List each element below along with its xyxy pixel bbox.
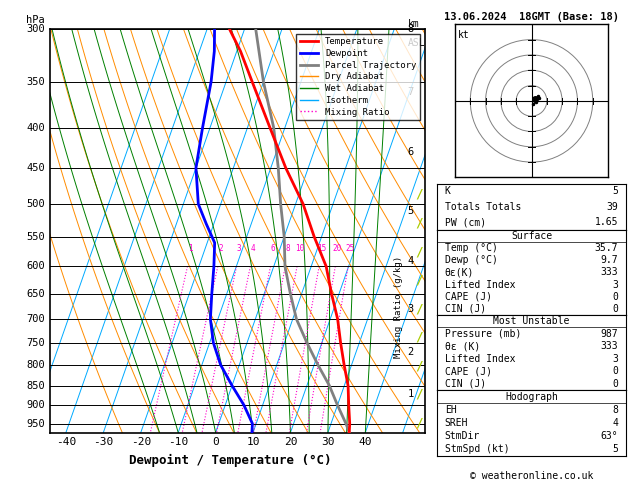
Text: /: / [416, 274, 423, 287]
Text: /: / [416, 388, 423, 401]
Text: 850: 850 [26, 381, 45, 391]
Text: CIN (J): CIN (J) [445, 379, 486, 389]
Text: 3: 3 [613, 354, 618, 364]
Text: /: / [416, 245, 423, 258]
Text: Lifted Index: Lifted Index [445, 279, 515, 290]
Text: 2: 2 [218, 244, 223, 253]
Text: 550: 550 [26, 232, 45, 242]
Text: Lifted Index: Lifted Index [445, 354, 515, 364]
Text: -20: -20 [131, 436, 151, 447]
Text: 4: 4 [613, 418, 618, 428]
Text: StmSpd (kt): StmSpd (kt) [445, 444, 509, 454]
Text: 6: 6 [270, 244, 275, 253]
Text: 0: 0 [613, 366, 618, 377]
Text: Totals Totals: Totals Totals [445, 202, 521, 212]
Text: SREH: SREH [445, 418, 468, 428]
Text: 700: 700 [26, 314, 45, 324]
Text: 3: 3 [408, 304, 414, 314]
Text: 5: 5 [408, 206, 414, 216]
Text: 63°: 63° [601, 431, 618, 441]
Text: 7: 7 [408, 87, 414, 97]
Text: 15: 15 [316, 244, 326, 253]
Text: 0: 0 [613, 292, 618, 302]
Text: Mixing Ratio (g/kg): Mixing Ratio (g/kg) [394, 256, 403, 358]
Text: 1: 1 [408, 388, 414, 399]
Text: 13.06.2024  18GMT (Base: 18): 13.06.2024 18GMT (Base: 18) [444, 12, 619, 22]
Text: /: / [416, 216, 423, 229]
Text: θε (K): θε (K) [445, 341, 480, 351]
Text: 400: 400 [26, 122, 45, 133]
Text: © weatheronline.co.uk: © weatheronline.co.uk [470, 471, 593, 481]
Text: StmDir: StmDir [445, 431, 480, 441]
Text: -30: -30 [93, 436, 113, 447]
Text: 0: 0 [613, 304, 618, 314]
Text: CAPE (J): CAPE (J) [445, 366, 492, 377]
Text: /: / [416, 302, 423, 315]
Text: -40: -40 [56, 436, 76, 447]
Text: CIN (J): CIN (J) [445, 304, 486, 314]
Text: PW (cm): PW (cm) [445, 217, 486, 227]
Text: 300: 300 [26, 24, 45, 34]
Text: 4: 4 [408, 256, 414, 266]
Text: 4: 4 [250, 244, 255, 253]
Text: 800: 800 [26, 360, 45, 370]
Text: 8: 8 [408, 24, 414, 34]
Text: Dewpoint / Temperature (°C): Dewpoint / Temperature (°C) [129, 454, 331, 467]
Text: 35.7: 35.7 [595, 243, 618, 253]
Text: -10: -10 [168, 436, 188, 447]
Text: 2: 2 [408, 347, 414, 357]
Text: 333: 333 [601, 267, 618, 278]
Text: Temp (°C): Temp (°C) [445, 243, 498, 253]
Text: 0: 0 [212, 436, 219, 447]
Text: 20: 20 [284, 436, 298, 447]
Text: 6: 6 [408, 147, 414, 157]
Text: 10: 10 [247, 436, 260, 447]
Text: kt: kt [458, 31, 470, 40]
Text: 1: 1 [188, 244, 192, 253]
Text: 30: 30 [321, 436, 335, 447]
Text: 1.65: 1.65 [595, 217, 618, 227]
Text: 350: 350 [26, 77, 45, 87]
Text: 5: 5 [613, 187, 618, 196]
Text: 25: 25 [345, 244, 355, 253]
Text: 987: 987 [601, 329, 618, 339]
Text: Most Unstable: Most Unstable [493, 316, 570, 326]
Text: 3: 3 [613, 279, 618, 290]
Text: 5: 5 [613, 444, 618, 454]
Text: km: km [408, 19, 420, 29]
Text: /: / [416, 417, 423, 429]
Text: 39: 39 [606, 202, 618, 212]
Text: Hodograph: Hodograph [505, 392, 558, 402]
Text: 333: 333 [601, 341, 618, 351]
Text: CAPE (J): CAPE (J) [445, 292, 492, 302]
Text: 3: 3 [237, 244, 242, 253]
Text: 500: 500 [26, 199, 45, 209]
Text: 8: 8 [613, 405, 618, 415]
Text: K: K [445, 187, 450, 196]
Text: 30°08'N  31°24'E  188m ASL: 30°08'N 31°24'E 188m ASL [45, 0, 230, 2]
Text: 650: 650 [26, 289, 45, 299]
Legend: Temperature, Dewpoint, Parcel Trajectory, Dry Adiabat, Wet Adiabat, Isotherm, Mi: Temperature, Dewpoint, Parcel Trajectory… [296, 34, 420, 120]
Text: 900: 900 [26, 400, 45, 410]
Text: 9.7: 9.7 [601, 255, 618, 265]
Text: ASL: ASL [408, 37, 425, 48]
Text: EH: EH [445, 405, 457, 415]
Text: Surface: Surface [511, 231, 552, 241]
Text: 10: 10 [294, 244, 304, 253]
Text: 40: 40 [359, 436, 372, 447]
Text: /: / [416, 359, 423, 372]
Text: θε(K): θε(K) [445, 267, 474, 278]
Text: 750: 750 [26, 338, 45, 348]
Text: 8: 8 [285, 244, 290, 253]
Text: 600: 600 [26, 261, 45, 271]
Text: 450: 450 [26, 163, 45, 173]
Text: 0: 0 [613, 379, 618, 389]
Text: /: / [416, 330, 423, 344]
Text: 20: 20 [333, 244, 342, 253]
Text: Dewp (°C): Dewp (°C) [445, 255, 498, 265]
Text: Pressure (mb): Pressure (mb) [445, 329, 521, 339]
Text: 950: 950 [26, 418, 45, 429]
Text: /: / [416, 188, 423, 201]
Text: hPa: hPa [26, 15, 45, 25]
